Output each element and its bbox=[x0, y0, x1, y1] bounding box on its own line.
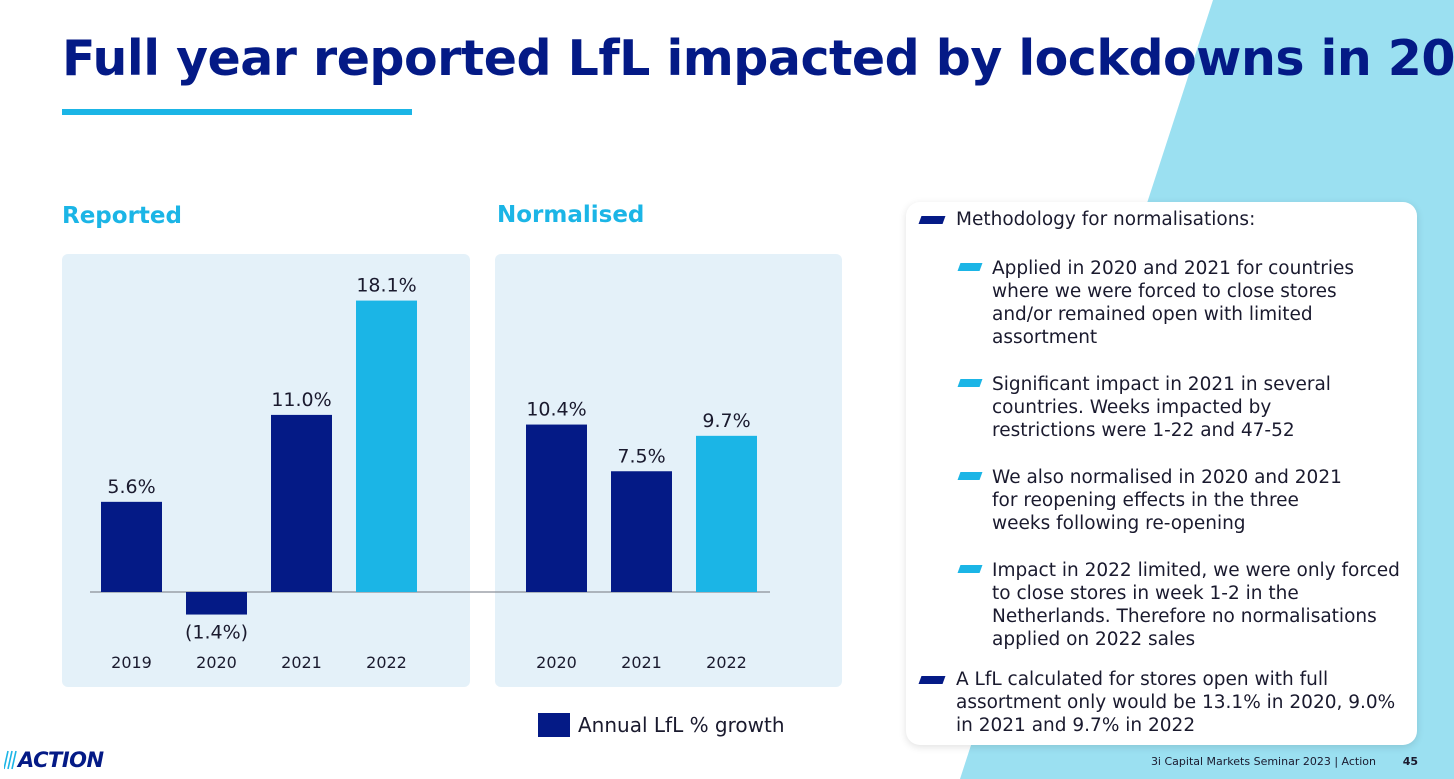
bullet-icon bbox=[918, 216, 946, 224]
data-label: (1.4%) bbox=[185, 622, 248, 644]
footer-text: 3i Capital Markets Seminar 2023 | Action bbox=[1150, 755, 1376, 768]
bullet-icon bbox=[918, 676, 946, 684]
methodology-bullet: Impact in 2022 limited, we were only for… bbox=[957, 559, 1409, 651]
bullet-text: Impact in 2022 limited, we were only for… bbox=[992, 560, 1400, 650]
bullet-text: Applied in 2020 and 2021 for countries w… bbox=[992, 258, 1355, 348]
note-text: A LfL calculated for stores open with fu… bbox=[956, 669, 1396, 736]
methodology-box: Methodology for normalisations: Applied … bbox=[906, 202, 1417, 745]
methodology-heading-item: Methodology for normalisations: bbox=[918, 208, 1256, 231]
x-tick-label: 2022 bbox=[366, 653, 407, 672]
x-tick-label: 2022 bbox=[706, 653, 747, 672]
bar-reported-2021 bbox=[271, 414, 332, 592]
x-tick-label: 2019 bbox=[111, 653, 152, 672]
sub-bullet-icon bbox=[957, 472, 983, 480]
data-label: 18.1% bbox=[356, 275, 416, 297]
logo-stripes-icon bbox=[4, 750, 17, 770]
normalised-heading: Normalised bbox=[497, 202, 645, 228]
bar-normalised-2022 bbox=[696, 435, 757, 592]
sub-bullet-icon bbox=[957, 263, 983, 271]
logo-text: ACTION bbox=[18, 748, 104, 772]
reported-heading: Reported bbox=[62, 203, 182, 229]
legend-swatch bbox=[538, 713, 570, 737]
methodology-note: A LfL calculated for stores open with fu… bbox=[918, 668, 1410, 737]
bar-normalised-2021 bbox=[611, 471, 672, 592]
data-label: 5.6% bbox=[107, 476, 155, 498]
bar-reported-2022 bbox=[356, 300, 417, 592]
bullet-text: We also normalised in 2020 and 2021 for … bbox=[992, 467, 1342, 534]
bar-reported-2020 bbox=[186, 592, 247, 615]
chart-legend: Annual LfL % growth bbox=[538, 713, 785, 737]
x-tick-label: 2020 bbox=[196, 653, 237, 672]
data-label: 10.4% bbox=[526, 399, 586, 421]
sub-bullet-icon bbox=[957, 379, 983, 387]
data-label: 9.7% bbox=[702, 410, 750, 432]
title-underline bbox=[62, 109, 412, 115]
action-logo: ACTION bbox=[4, 748, 104, 772]
bar-reported-2019 bbox=[101, 501, 162, 592]
bullet-text: Significant impact in 2021 in several co… bbox=[992, 374, 1331, 441]
methodology-bullet: Applied in 2020 and 2021 for countries w… bbox=[957, 257, 1359, 349]
page-number: 45 bbox=[1402, 755, 1418, 768]
x-tick-label: 2021 bbox=[281, 653, 322, 672]
x-tick-label: 2020 bbox=[536, 653, 577, 672]
x-tick-label: 2021 bbox=[621, 653, 662, 672]
sub-bullet-icon bbox=[957, 565, 983, 573]
methodology-bullet: We also normalised in 2020 and 2021 for … bbox=[957, 466, 1359, 535]
data-label: 11.0% bbox=[271, 389, 331, 411]
methodology-heading: Methodology for normalisations: bbox=[956, 209, 1256, 230]
data-label: 7.5% bbox=[617, 445, 665, 467]
page-title: Full year reported LfL impacted by lockd… bbox=[62, 30, 1454, 87]
methodology-bullet: Significant impact in 2021 in several co… bbox=[957, 373, 1359, 442]
legend-label: Annual LfL % growth bbox=[578, 713, 785, 737]
bar-normalised-2020 bbox=[526, 424, 587, 592]
